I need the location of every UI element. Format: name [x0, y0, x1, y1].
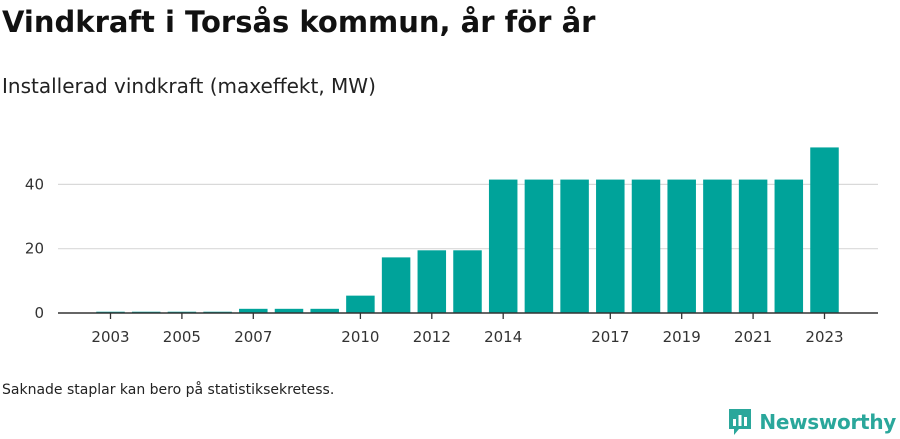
x-tick-label: 2007 [234, 328, 272, 346]
bar-2017 [596, 179, 625, 313]
y-axis-tick-labels: 0 20 40 [25, 175, 44, 322]
x-tick-label: 2019 [663, 328, 701, 346]
x-tick-label: 2017 [591, 328, 629, 346]
y-tick-label: 20 [25, 240, 44, 258]
bar-2011 [381, 257, 411, 313]
bars [96, 147, 839, 313]
bar-2014 [488, 179, 518, 313]
bar-2016 [560, 179, 589, 313]
x-tick-label: 2023 [805, 328, 843, 346]
bar-2018 [631, 179, 661, 313]
x-tick-label: 2003 [91, 328, 129, 346]
brand-name: Newsworthy [759, 410, 896, 434]
x-axis-tick-labels: 2003 2005 2007 2010 2012 2014 2017 2019 2021 2023 [91, 328, 843, 346]
bar-2007 [239, 308, 268, 313]
bar-2013 [453, 250, 482, 313]
x-tick-label: 2010 [341, 328, 379, 346]
y-tick-label: 40 [25, 175, 44, 193]
chart-title: Vindkraft i Torsås kommun, år för år [2, 5, 596, 39]
x-tick-label: 2012 [413, 328, 451, 346]
bar-2010 [346, 295, 375, 313]
bar-2019 [667, 179, 696, 313]
x-tick-label: 2021 [734, 328, 772, 346]
bar-2008 [274, 308, 304, 313]
footnote: Saknade staplar kan bero på statistiksek… [2, 382, 335, 398]
x-tick-label: 2014 [484, 328, 522, 346]
newsworthy-logo-icon [729, 409, 752, 435]
bar-2012 [417, 250, 447, 313]
chart-subtitle: Installerad vindkraft (maxeffekt, MW) [2, 74, 376, 98]
bar-2015 [524, 179, 554, 313]
bar-2022 [774, 179, 804, 313]
bar-2009 [310, 308, 339, 313]
x-tick-label: 2005 [163, 328, 201, 346]
bar-2021 [738, 179, 768, 313]
bar-2020 [703, 179, 732, 313]
brand-logo: Newsworthy [727, 405, 896, 439]
bar-2023 [810, 147, 839, 313]
x-axis [58, 312, 878, 319]
y-tick-label: 0 [34, 304, 44, 322]
